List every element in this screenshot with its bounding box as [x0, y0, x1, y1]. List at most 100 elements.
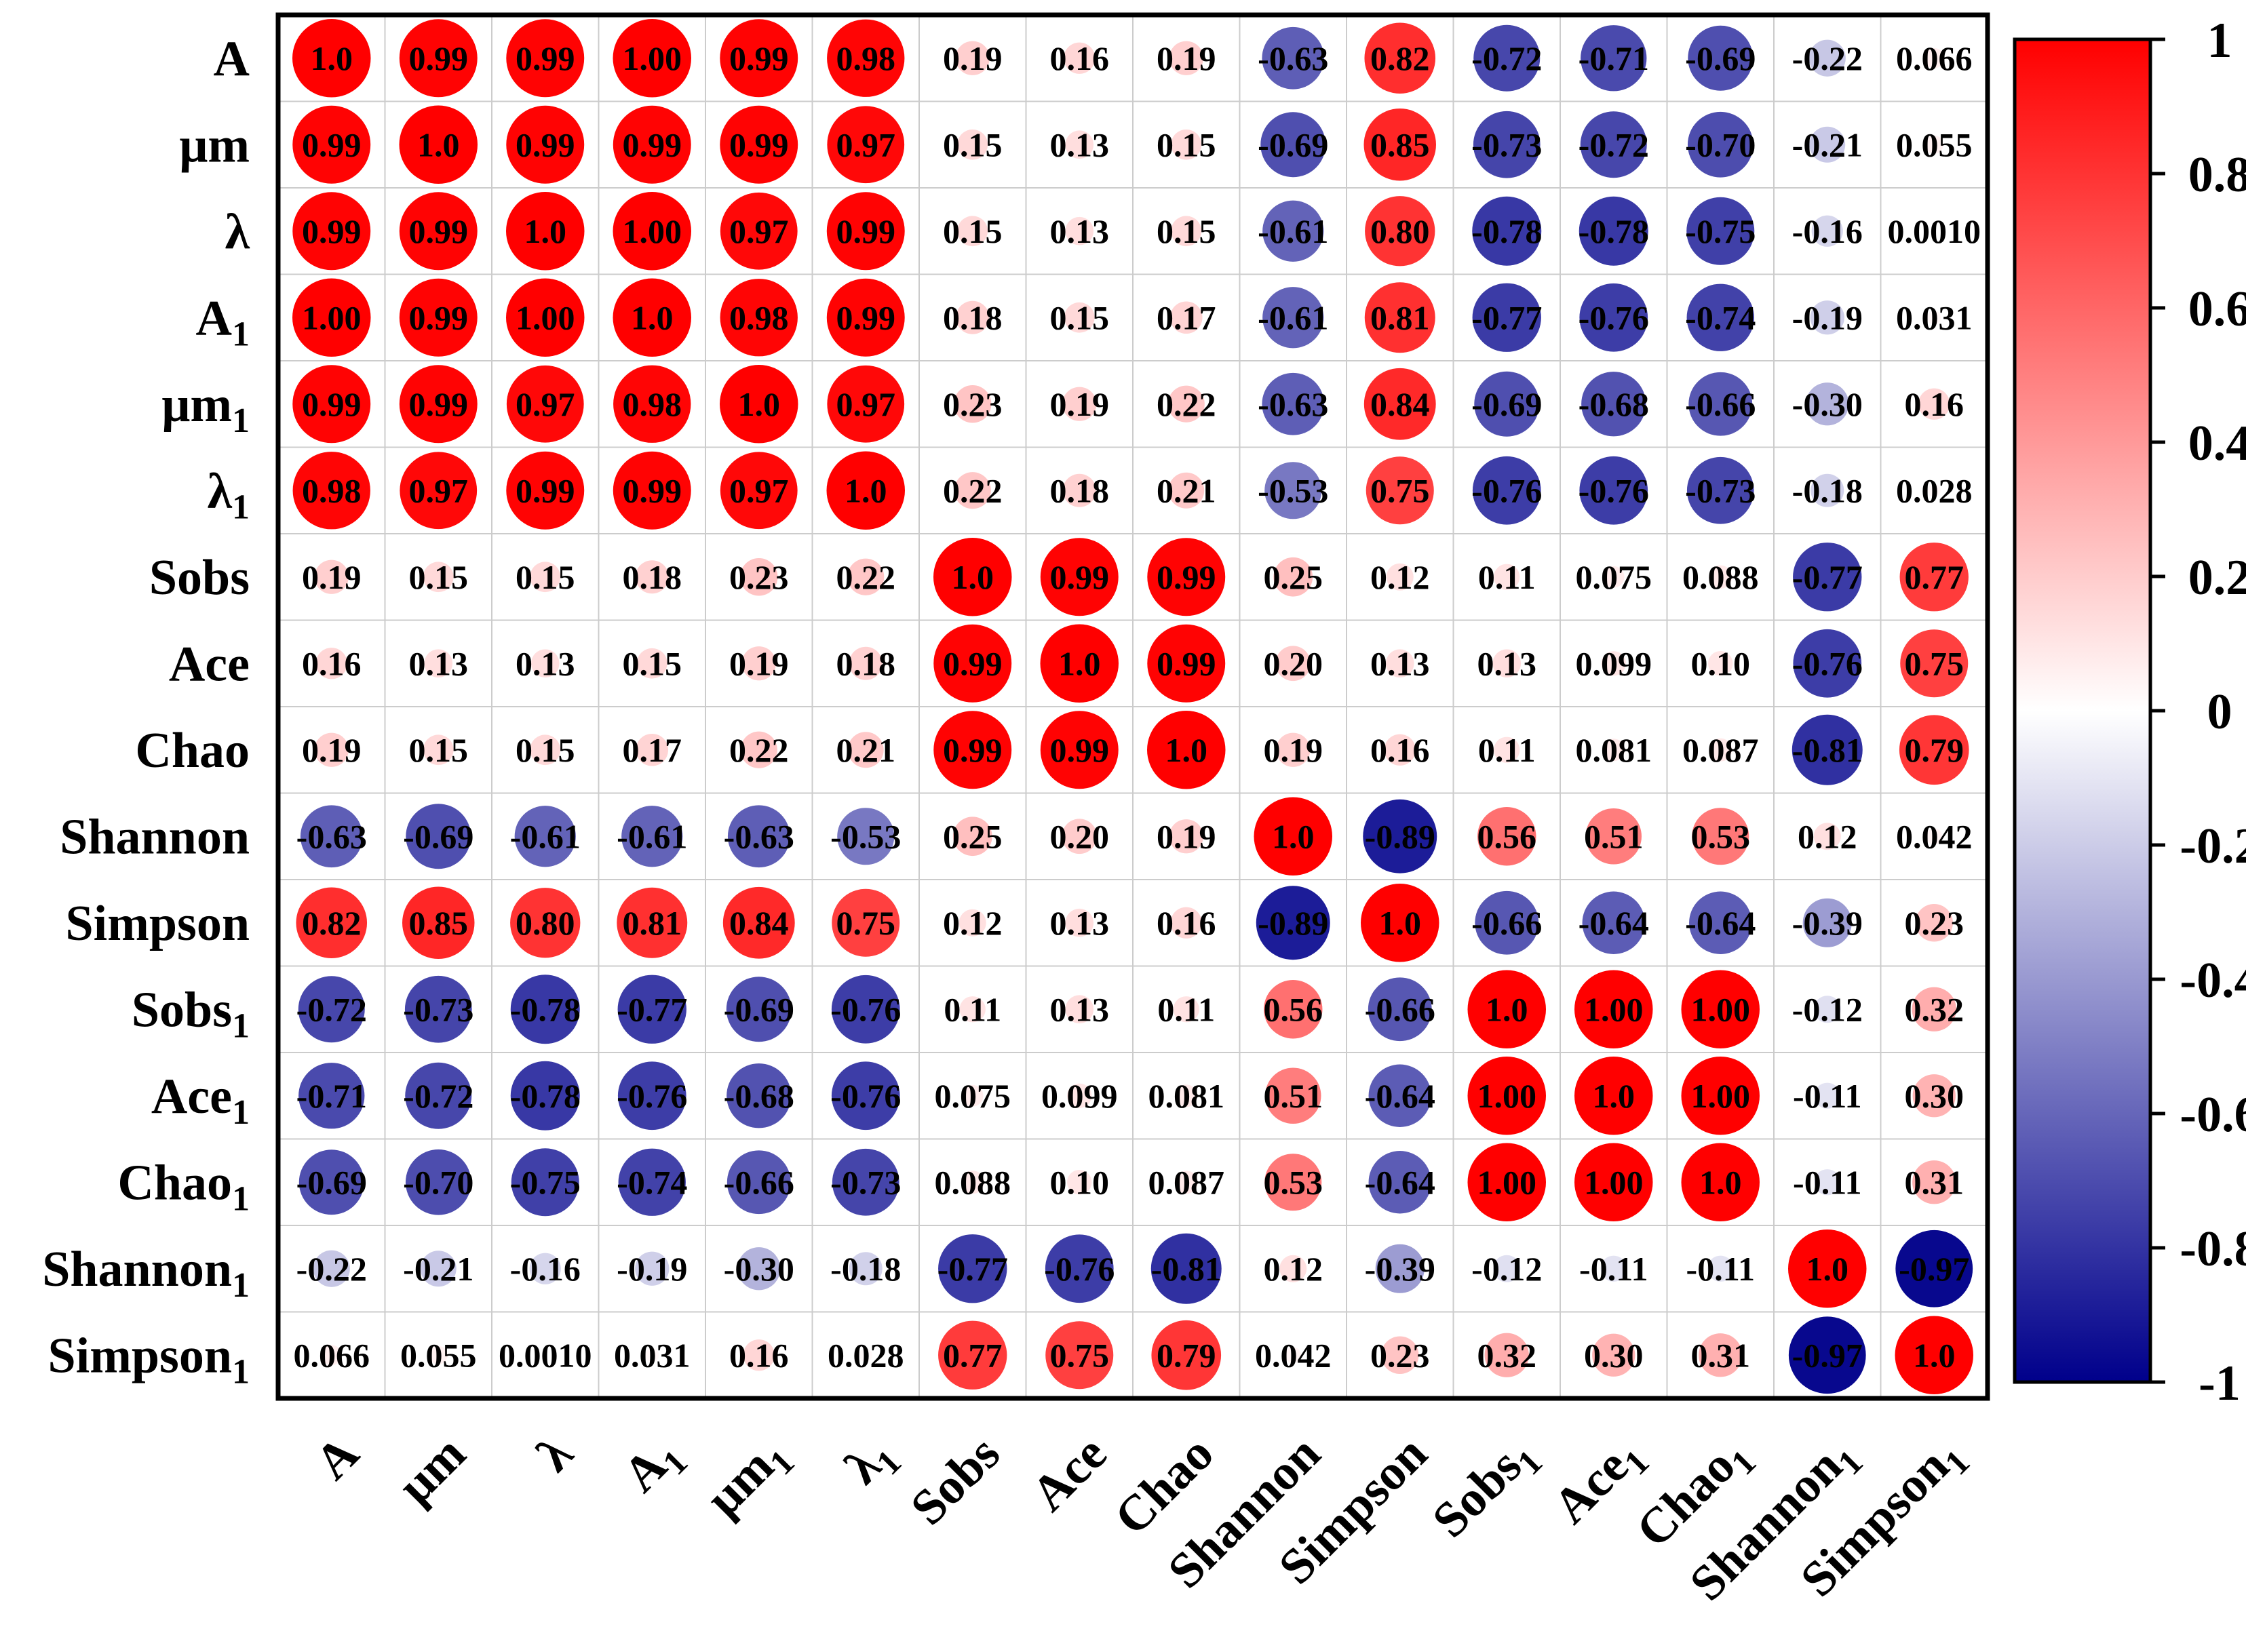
correlation-value: 1.0	[738, 385, 781, 423]
correlation-value: -0.68	[1579, 385, 1649, 423]
correlation-circle	[959, 996, 986, 1023]
colorbar-tick-label: -0.4	[2180, 953, 2246, 1008]
correlation-circle	[1809, 126, 1846, 163]
label-base: Chao	[135, 723, 250, 779]
correlation-value: 0.13	[516, 644, 575, 682]
correlation-value: -0.12	[1792, 990, 1863, 1028]
correlation-circle	[1601, 651, 1626, 676]
correlation-value: 0.53	[1691, 817, 1751, 855]
colorbar-tick-label: -0.2	[2180, 819, 2246, 874]
correlation-circle	[956, 300, 990, 334]
correlation-circle	[849, 1252, 883, 1286]
correlation-circle	[1040, 538, 1119, 616]
correlation-circle	[402, 886, 475, 959]
label-base: Ace	[169, 636, 250, 692]
correlation-circle	[1927, 311, 1941, 325]
correlation-circle	[1467, 1057, 1546, 1135]
correlation-value: -0.78	[510, 1077, 581, 1115]
correlation-value: -0.30	[1792, 385, 1863, 423]
correlation-circle	[1895, 1230, 1973, 1307]
correlation-circle	[292, 452, 370, 530]
correlation-value: 0.15	[409, 558, 469, 596]
correlation-value: 0.0010	[1888, 212, 1981, 250]
correlation-circle	[1264, 462, 1322, 519]
correlation-value: -0.77	[1471, 298, 1542, 336]
correlation-circle	[1260, 112, 1326, 178]
correlation-circle	[959, 909, 986, 937]
correlation-circle	[955, 41, 990, 75]
correlation-circle	[613, 278, 691, 357]
correlation-value: 0.22	[729, 731, 789, 769]
correlation-circle	[1285, 1347, 1302, 1364]
correlation-circle	[1788, 1316, 1866, 1394]
correlation-value: 1.00	[1691, 990, 1751, 1028]
correlation-value: -0.39	[1365, 1250, 1435, 1288]
correlation-value: 0.19	[1157, 817, 1216, 855]
correlation-value: 0.99	[729, 125, 789, 163]
correlation-value: 0.51	[1584, 817, 1644, 855]
correlation-circle	[1167, 385, 1205, 422]
correlation-value: 0.30	[1905, 1077, 1964, 1115]
correlation-value: 0.85	[409, 904, 469, 942]
colorbar-gradient	[2013, 37, 2152, 1384]
correlation-circle	[831, 975, 900, 1044]
correlation-circle	[1915, 904, 1953, 942]
correlation-value: 0.15	[1157, 125, 1216, 163]
correlation-circle	[831, 1061, 900, 1130]
correlation-value: 0.028	[1896, 471, 1973, 509]
correlation-circle	[827, 19, 905, 97]
row-label: μm	[179, 117, 250, 173]
correlation-circle	[826, 192, 905, 271]
correlation-value: -0.75	[1685, 212, 1756, 250]
correlation-circle	[1045, 1321, 1114, 1390]
correlation-value: -0.64	[1579, 904, 1649, 942]
correlation-value: -0.66	[724, 1163, 794, 1201]
correlation-circle	[727, 1063, 792, 1128]
correlation-circle	[938, 1234, 1007, 1303]
correlation-value: -0.69	[1685, 39, 1756, 77]
correlation-value: 0.088	[1682, 558, 1759, 596]
correlation-value: 0.99	[1157, 558, 1216, 596]
correlation-value: 0.80	[1370, 212, 1430, 250]
correlation-circle	[1364, 22, 1436, 94]
correlation-value: -0.22	[296, 1250, 367, 1288]
correlation-value: 0.19	[1050, 385, 1110, 423]
correlation-circle	[613, 451, 691, 530]
correlation-circle	[1806, 382, 1849, 426]
correlation-value: -0.11	[1686, 1250, 1755, 1288]
correlation-circle	[1473, 24, 1541, 92]
correlation-value: 0.97	[836, 385, 896, 423]
correlation-value: 1.0	[311, 39, 353, 77]
colorbar-tick-label: 0.2	[2188, 550, 2246, 606]
correlation-circle	[938, 1320, 1007, 1390]
correlation-value: 0.16	[302, 644, 362, 682]
correlation-circle	[1709, 565, 1732, 589]
correlation-circle	[720, 365, 798, 444]
correlation-circle	[726, 977, 792, 1042]
correlation-value: 0.99	[516, 125, 575, 163]
row-label: A	[214, 31, 250, 87]
label-base: μm	[161, 377, 232, 433]
correlation-circle	[1264, 980, 1323, 1039]
correlation-circle	[1707, 650, 1733, 676]
label-base: A	[196, 290, 232, 346]
correlation-circle	[1173, 996, 1199, 1023]
correlation-circle	[1067, 1083, 1092, 1108]
correlation-circle	[1792, 714, 1863, 785]
correlation-circle	[1900, 629, 1969, 698]
correlation-circle	[1918, 388, 1950, 420]
label-base: Simpson	[66, 896, 250, 951]
correlation-value: -0.30	[724, 1250, 794, 1288]
correlation-circle	[1040, 711, 1119, 789]
correlation-value: -0.76	[1579, 471, 1649, 509]
correlation-value: 0.31	[1905, 1163, 1964, 1201]
correlation-circle	[1262, 200, 1324, 262]
correlation-circle	[957, 129, 988, 160]
row-label: Simpson	[66, 896, 250, 951]
correlation-circle	[292, 365, 371, 444]
correlation-value: -0.16	[510, 1250, 581, 1288]
correlation-circle	[1793, 629, 1862, 698]
correlation-circle	[506, 19, 585, 98]
correlation-circle	[1467, 1143, 1546, 1221]
column-label: Sobs	[900, 1425, 1011, 1536]
